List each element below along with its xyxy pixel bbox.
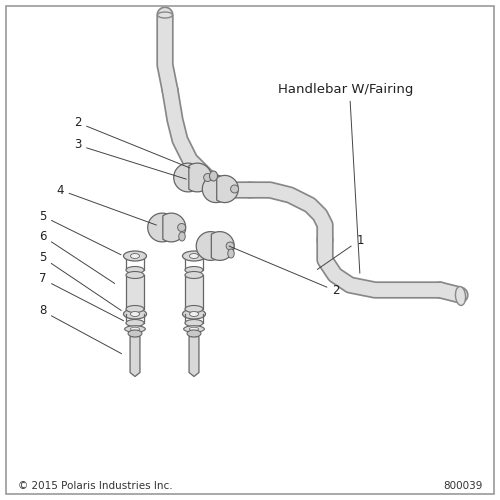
Polygon shape xyxy=(163,213,186,242)
Ellipse shape xyxy=(158,12,172,18)
Ellipse shape xyxy=(184,326,204,332)
Circle shape xyxy=(178,224,186,232)
Ellipse shape xyxy=(124,309,146,319)
Ellipse shape xyxy=(190,254,198,258)
Ellipse shape xyxy=(185,306,203,312)
Text: 7: 7 xyxy=(39,272,123,320)
Text: 5: 5 xyxy=(39,251,121,310)
Text: 800039: 800039 xyxy=(443,481,482,491)
Ellipse shape xyxy=(182,309,206,319)
Polygon shape xyxy=(189,336,199,376)
Polygon shape xyxy=(185,275,203,309)
Ellipse shape xyxy=(128,330,142,337)
Ellipse shape xyxy=(190,328,198,331)
Circle shape xyxy=(230,185,238,193)
Ellipse shape xyxy=(124,251,146,261)
Text: 2: 2 xyxy=(229,246,340,298)
Ellipse shape xyxy=(126,320,144,326)
Ellipse shape xyxy=(185,272,203,278)
Polygon shape xyxy=(148,213,171,242)
Ellipse shape xyxy=(130,312,140,316)
Ellipse shape xyxy=(210,171,218,181)
Polygon shape xyxy=(196,232,219,260)
Text: © 2015 Polaris Industries Inc.: © 2015 Polaris Industries Inc. xyxy=(18,481,172,491)
Ellipse shape xyxy=(130,254,140,258)
Text: 6: 6 xyxy=(39,230,115,283)
Ellipse shape xyxy=(228,249,234,258)
Ellipse shape xyxy=(456,286,466,306)
Ellipse shape xyxy=(179,232,185,241)
Circle shape xyxy=(204,174,212,182)
Text: 4: 4 xyxy=(56,184,156,225)
Polygon shape xyxy=(216,176,238,203)
Ellipse shape xyxy=(190,312,198,316)
Ellipse shape xyxy=(126,272,144,278)
Polygon shape xyxy=(130,336,140,376)
Text: 2: 2 xyxy=(74,116,190,168)
Polygon shape xyxy=(174,163,197,192)
Ellipse shape xyxy=(187,330,201,337)
Text: 1: 1 xyxy=(318,234,364,270)
Ellipse shape xyxy=(124,326,146,332)
Ellipse shape xyxy=(185,266,203,274)
Text: Handlebar W/Fairing: Handlebar W/Fairing xyxy=(278,84,413,96)
Polygon shape xyxy=(202,176,224,203)
Ellipse shape xyxy=(126,306,144,312)
Ellipse shape xyxy=(185,320,203,326)
Polygon shape xyxy=(212,232,234,260)
Text: 5: 5 xyxy=(39,210,121,255)
Ellipse shape xyxy=(126,266,144,274)
Text: 8: 8 xyxy=(39,304,121,354)
Ellipse shape xyxy=(182,251,206,261)
Circle shape xyxy=(226,242,234,250)
Ellipse shape xyxy=(130,328,140,331)
Polygon shape xyxy=(126,275,144,309)
Polygon shape xyxy=(189,163,212,192)
Text: 3: 3 xyxy=(74,138,186,179)
